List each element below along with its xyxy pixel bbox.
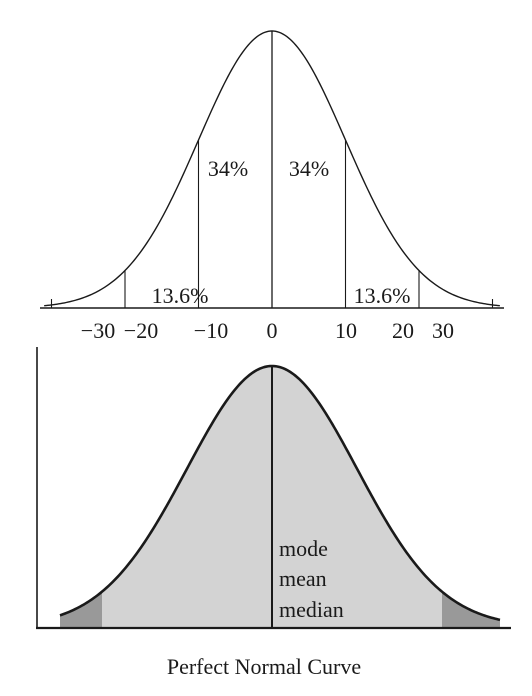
median-label: median bbox=[279, 597, 344, 622]
curve-body-shading bbox=[60, 366, 500, 627]
bottom-bell-curve bbox=[59, 364, 501, 622]
top-normal-curve-chart: 34% 34% 13.6% 13.6% −30 −20 −10 0 10 20 … bbox=[40, 30, 504, 343]
region-label-13-6-right: 13.6% bbox=[354, 283, 411, 308]
tick-label-minus-30: −30 bbox=[81, 318, 115, 343]
mean-label: mean bbox=[279, 566, 327, 591]
mode-label: mode bbox=[279, 536, 328, 561]
right-tail-shading bbox=[442, 591, 500, 627]
tick-label-0: 0 bbox=[267, 318, 278, 343]
bottom-normal-curve-chart: mode mean median bbox=[36, 347, 511, 630]
tick-label-plus-20: 20 bbox=[392, 318, 414, 343]
tick-label-minus-20: −20 bbox=[124, 318, 158, 343]
region-label-34-left: 34% bbox=[208, 156, 248, 181]
tick-label-minus-10: −10 bbox=[194, 318, 228, 343]
region-label-13-6-left: 13.6% bbox=[152, 283, 209, 308]
tick-label-plus-10: 10 bbox=[335, 318, 357, 343]
region-label-34-right: 34% bbox=[289, 156, 329, 181]
figure-caption: Perfect Normal Curve bbox=[167, 654, 361, 679]
tick-label-plus-30: 30 bbox=[432, 318, 454, 343]
